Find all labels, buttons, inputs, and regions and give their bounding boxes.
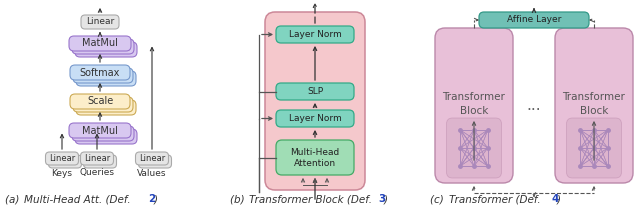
FancyBboxPatch shape bbox=[69, 123, 131, 138]
Text: Multi-Head Att. (Def.: Multi-Head Att. (Def. bbox=[24, 194, 134, 204]
Text: Linear: Linear bbox=[86, 18, 114, 26]
Text: (c): (c) bbox=[430, 194, 447, 204]
FancyBboxPatch shape bbox=[49, 155, 81, 168]
FancyBboxPatch shape bbox=[70, 94, 130, 109]
FancyBboxPatch shape bbox=[45, 152, 79, 165]
Text: Affine Layer: Affine Layer bbox=[507, 15, 561, 25]
Text: Keys: Keys bbox=[51, 169, 72, 177]
Text: Softmax: Softmax bbox=[80, 67, 120, 78]
FancyBboxPatch shape bbox=[276, 140, 354, 175]
FancyBboxPatch shape bbox=[276, 110, 354, 127]
FancyBboxPatch shape bbox=[72, 39, 134, 54]
FancyBboxPatch shape bbox=[76, 100, 136, 115]
Text: MatMul: MatMul bbox=[82, 126, 118, 135]
FancyBboxPatch shape bbox=[435, 28, 513, 183]
FancyBboxPatch shape bbox=[81, 15, 119, 29]
Text: (a): (a) bbox=[5, 194, 22, 204]
Text: SLP: SLP bbox=[307, 87, 323, 96]
Text: ...: ... bbox=[527, 98, 541, 113]
FancyBboxPatch shape bbox=[276, 26, 354, 43]
Text: ): ) bbox=[384, 194, 388, 204]
Text: Transformer: Transformer bbox=[563, 92, 625, 102]
Text: Linear: Linear bbox=[49, 154, 75, 163]
FancyBboxPatch shape bbox=[75, 129, 137, 144]
FancyBboxPatch shape bbox=[73, 97, 133, 112]
Text: MatMul: MatMul bbox=[82, 39, 118, 49]
FancyBboxPatch shape bbox=[72, 126, 134, 141]
Text: (b): (b) bbox=[230, 194, 248, 204]
Text: 2: 2 bbox=[148, 194, 156, 204]
Text: Attention: Attention bbox=[294, 159, 336, 168]
Text: Scale: Scale bbox=[87, 96, 113, 106]
FancyBboxPatch shape bbox=[447, 118, 502, 178]
Text: Queries: Queries bbox=[79, 169, 115, 177]
FancyBboxPatch shape bbox=[479, 12, 589, 28]
Text: Transformer: Transformer bbox=[443, 92, 506, 102]
Text: Transformer (Def.: Transformer (Def. bbox=[449, 194, 544, 204]
Text: 3: 3 bbox=[378, 194, 385, 204]
Text: ): ) bbox=[557, 194, 561, 204]
FancyBboxPatch shape bbox=[73, 68, 133, 83]
Text: Transformer Block (Def.: Transformer Block (Def. bbox=[249, 194, 375, 204]
Text: ): ) bbox=[154, 194, 158, 204]
Text: Block: Block bbox=[460, 106, 488, 117]
Text: Linear: Linear bbox=[84, 154, 110, 163]
Text: Layer Norm: Layer Norm bbox=[289, 30, 341, 39]
Text: 4: 4 bbox=[551, 194, 558, 204]
FancyBboxPatch shape bbox=[566, 118, 621, 178]
FancyBboxPatch shape bbox=[83, 155, 116, 168]
FancyBboxPatch shape bbox=[136, 152, 168, 165]
FancyBboxPatch shape bbox=[69, 36, 131, 51]
FancyBboxPatch shape bbox=[276, 83, 354, 100]
Text: Layer Norm: Layer Norm bbox=[289, 114, 341, 123]
FancyBboxPatch shape bbox=[70, 65, 130, 80]
Text: Block: Block bbox=[580, 106, 608, 117]
Text: Values: Values bbox=[137, 169, 167, 177]
FancyBboxPatch shape bbox=[81, 152, 113, 165]
FancyBboxPatch shape bbox=[138, 155, 172, 168]
FancyBboxPatch shape bbox=[265, 12, 365, 190]
FancyBboxPatch shape bbox=[75, 42, 137, 57]
Text: Multi-Head: Multi-Head bbox=[291, 148, 340, 157]
FancyBboxPatch shape bbox=[555, 28, 633, 183]
Text: Linear: Linear bbox=[139, 154, 165, 163]
FancyBboxPatch shape bbox=[76, 71, 136, 86]
